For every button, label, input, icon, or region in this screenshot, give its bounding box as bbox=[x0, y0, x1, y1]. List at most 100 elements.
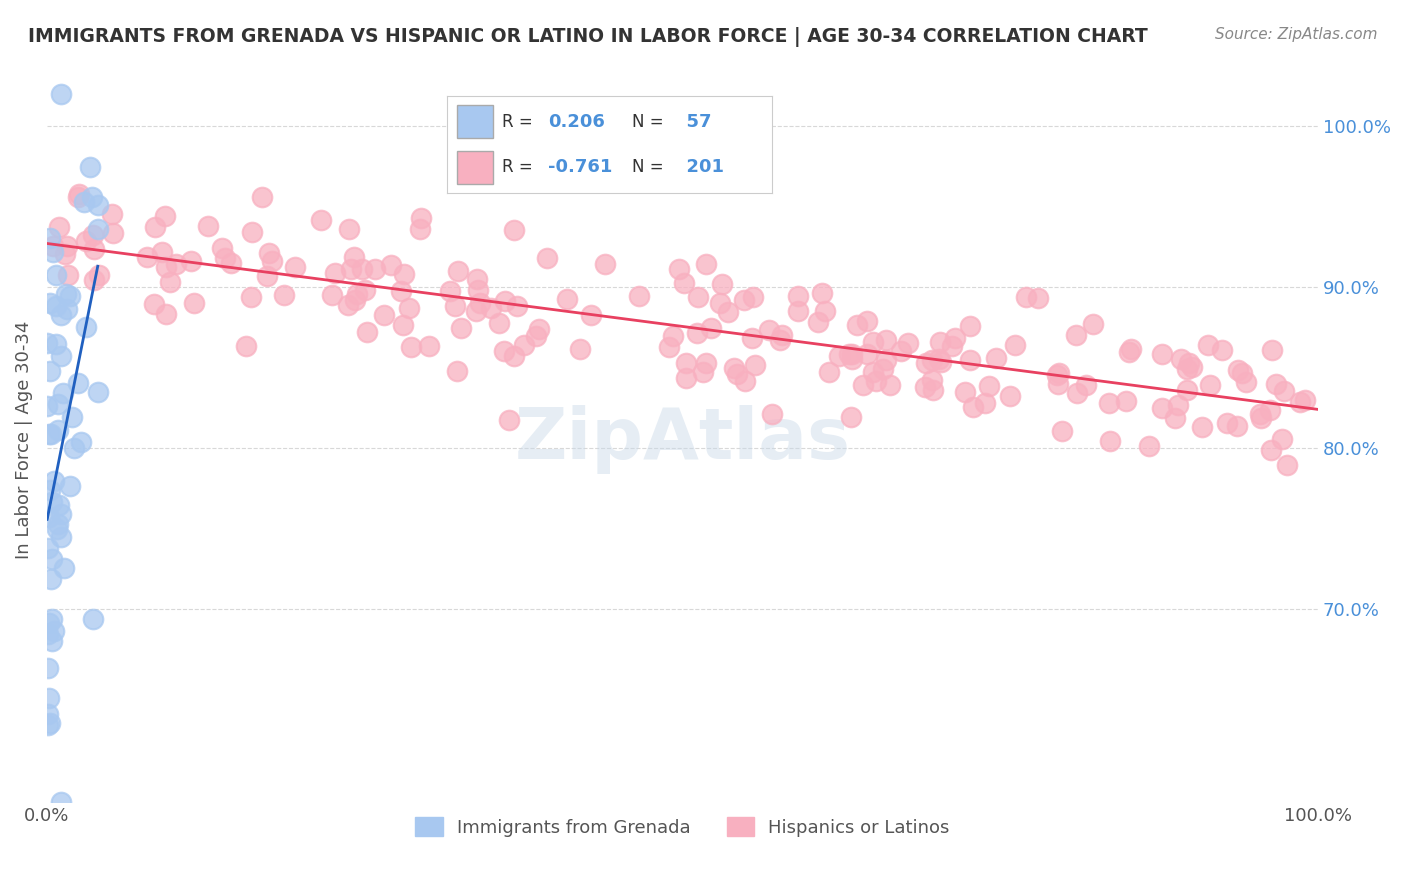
Point bbox=[1277, 458, 1299, 473]
Point bbox=[1098, 434, 1121, 448]
Point bbox=[1167, 398, 1189, 412]
Point bbox=[1170, 352, 1192, 367]
Point bbox=[180, 254, 202, 268]
Point bbox=[41, 611, 63, 625]
Point bbox=[579, 308, 602, 322]
Point bbox=[1004, 338, 1026, 352]
Point bbox=[56, 268, 79, 282]
Point bbox=[155, 209, 177, 223]
Point bbox=[1199, 378, 1222, 392]
Point bbox=[741, 290, 763, 304]
Point bbox=[55, 287, 77, 301]
Point bbox=[741, 331, 763, 345]
Point bbox=[1211, 343, 1233, 357]
Point bbox=[1260, 402, 1282, 417]
Point bbox=[257, 246, 280, 260]
Point bbox=[856, 347, 879, 361]
Point bbox=[862, 335, 884, 350]
Point bbox=[1226, 419, 1249, 434]
Point bbox=[252, 190, 274, 204]
Point bbox=[1121, 343, 1143, 357]
Point bbox=[506, 299, 529, 313]
Point bbox=[46, 516, 69, 531]
Point bbox=[841, 347, 863, 361]
Point bbox=[1191, 420, 1213, 434]
Point bbox=[55, 239, 77, 253]
Point bbox=[838, 346, 860, 360]
Point bbox=[709, 295, 731, 310]
Point bbox=[356, 325, 378, 339]
Point bbox=[1074, 378, 1097, 392]
Point bbox=[1272, 384, 1295, 399]
Point bbox=[142, 297, 165, 311]
Point bbox=[343, 250, 366, 264]
Point bbox=[1000, 389, 1022, 403]
Point bbox=[1249, 407, 1271, 421]
Point bbox=[856, 314, 879, 328]
Point bbox=[447, 264, 470, 278]
Point bbox=[879, 378, 901, 392]
Point bbox=[214, 251, 236, 265]
Point bbox=[1177, 383, 1199, 397]
Point bbox=[66, 190, 89, 204]
Point bbox=[39, 295, 62, 310]
Point bbox=[658, 340, 681, 354]
Point bbox=[284, 260, 307, 274]
Point bbox=[391, 318, 413, 333]
Point bbox=[807, 315, 830, 329]
Point bbox=[846, 318, 869, 332]
Point bbox=[733, 293, 755, 308]
Point bbox=[389, 285, 412, 299]
Point bbox=[503, 223, 526, 237]
Point bbox=[39, 364, 62, 378]
Point bbox=[364, 262, 387, 277]
Point bbox=[49, 530, 72, 544]
Point bbox=[337, 298, 360, 312]
Point bbox=[787, 304, 810, 318]
Point bbox=[37, 399, 59, 413]
Point bbox=[569, 343, 592, 357]
Point bbox=[921, 373, 943, 387]
Point bbox=[536, 251, 558, 265]
Point bbox=[717, 305, 740, 319]
Point bbox=[865, 374, 887, 388]
Point bbox=[1064, 327, 1087, 342]
Point bbox=[260, 254, 283, 268]
Point bbox=[323, 266, 346, 280]
Point bbox=[49, 507, 72, 521]
Point bbox=[354, 284, 377, 298]
Point bbox=[450, 321, 472, 335]
Point bbox=[53, 246, 76, 260]
Point bbox=[41, 244, 63, 259]
Point bbox=[1046, 376, 1069, 391]
Point bbox=[373, 308, 395, 322]
Point bbox=[75, 234, 97, 248]
Point bbox=[959, 318, 981, 333]
Point bbox=[87, 384, 110, 399]
Point bbox=[38, 510, 60, 524]
Point bbox=[211, 241, 233, 255]
Point bbox=[256, 269, 278, 284]
Point bbox=[841, 352, 863, 367]
Point bbox=[39, 572, 62, 586]
Point bbox=[488, 316, 510, 330]
Point bbox=[1015, 290, 1038, 304]
Point bbox=[593, 257, 616, 271]
Point bbox=[479, 301, 502, 315]
Point bbox=[1271, 432, 1294, 446]
Point bbox=[929, 334, 952, 349]
Point bbox=[38, 615, 60, 630]
Point bbox=[337, 222, 360, 236]
Point bbox=[79, 160, 101, 174]
Point bbox=[350, 262, 373, 277]
Point bbox=[72, 195, 94, 210]
Point bbox=[627, 289, 650, 303]
Point bbox=[668, 261, 690, 276]
Point bbox=[1152, 346, 1174, 360]
Point bbox=[673, 277, 696, 291]
Point bbox=[527, 322, 550, 336]
Point bbox=[875, 333, 897, 347]
Point bbox=[862, 365, 884, 379]
Point bbox=[810, 286, 832, 301]
Point bbox=[82, 190, 104, 204]
